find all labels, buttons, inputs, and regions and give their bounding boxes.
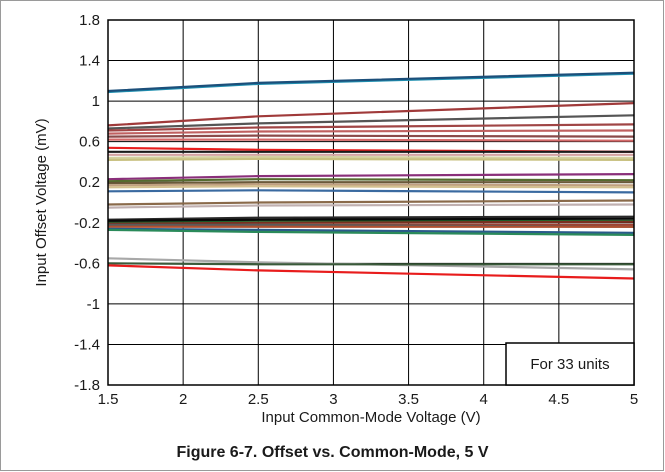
y-tick-label-9: -1.8	[74, 377, 100, 394]
series-line-18	[107, 185, 635, 189]
annotation-box	[505, 342, 635, 386]
series-line-25	[107, 220, 635, 225]
series-line-15	[107, 178, 635, 183]
series-line-4	[107, 114, 635, 130]
series-line-31	[107, 257, 635, 271]
series-line-12	[107, 155, 635, 159]
y-tick-label-7: -1	[87, 296, 100, 313]
series-line-13	[107, 157, 635, 161]
annotation-text: For 33 units	[530, 356, 609, 373]
x-axis-label: Input Common-Mode Voltage (V)	[261, 409, 480, 426]
series-line-8	[108, 138, 635, 142]
series-line-22	[107, 215, 635, 221]
offset-vs-common-mode-chart: 1.8 1.4 1 0.6 0.2 -0.2 -0.6 -1 -1.4 -1.81.5 2 2.5 3 3…	[33, 12, 638, 426]
series-line-30	[107, 228, 635, 236]
y-tick-label-1: 1.4	[79, 53, 100, 70]
x-tick-label-2: 2.5	[248, 391, 269, 408]
plot-border	[107, 19, 635, 386]
y-tick-label-6: -0.6	[74, 255, 100, 272]
series-line-20	[107, 199, 635, 206]
x-tick-label-3: 3	[329, 391, 337, 408]
y-tick-label-5: -0.2	[74, 215, 100, 232]
y-tick-label-8: -1.4	[74, 336, 100, 353]
x-tick-label-7: 5	[630, 391, 638, 408]
y-tick-label-2: 1	[92, 93, 100, 110]
x-tick-label-5: 4	[480, 391, 488, 408]
series-line-32	[107, 262, 634, 266]
series-line-14	[107, 173, 635, 181]
series-line-29	[107, 227, 635, 234]
series-line-17	[107, 183, 635, 187]
y-tick-label-0: 1.8	[79, 12, 100, 29]
series-line-7	[107, 134, 635, 138]
series-line-33	[107, 264, 635, 280]
figure-caption: Figure 6-7. Offset vs. Common-Mode, 5 V	[176, 444, 489, 461]
y-tick-label-3: 0.6	[79, 134, 100, 151]
x-tick-label-4: 3.5	[398, 391, 419, 408]
series-line-21	[107, 203, 635, 209]
x-tick-label-6: 4.5	[548, 391, 569, 408]
series-line-6	[107, 129, 635, 135]
y-axis-label: Input Offset Voltage (mV)	[33, 118, 50, 286]
y-tick-label-4: 0.2	[79, 174, 100, 191]
series-line-24	[107, 217, 635, 222]
series-line-5	[107, 123, 635, 132]
series-line-19	[107, 189, 635, 194]
x-tick-label-1: 2	[179, 391, 187, 408]
series-line-16	[107, 181, 634, 185]
series-line-3	[107, 102, 635, 127]
series-line-2	[107, 71, 635, 93]
x-tick-label-0: 1.5	[98, 391, 119, 408]
